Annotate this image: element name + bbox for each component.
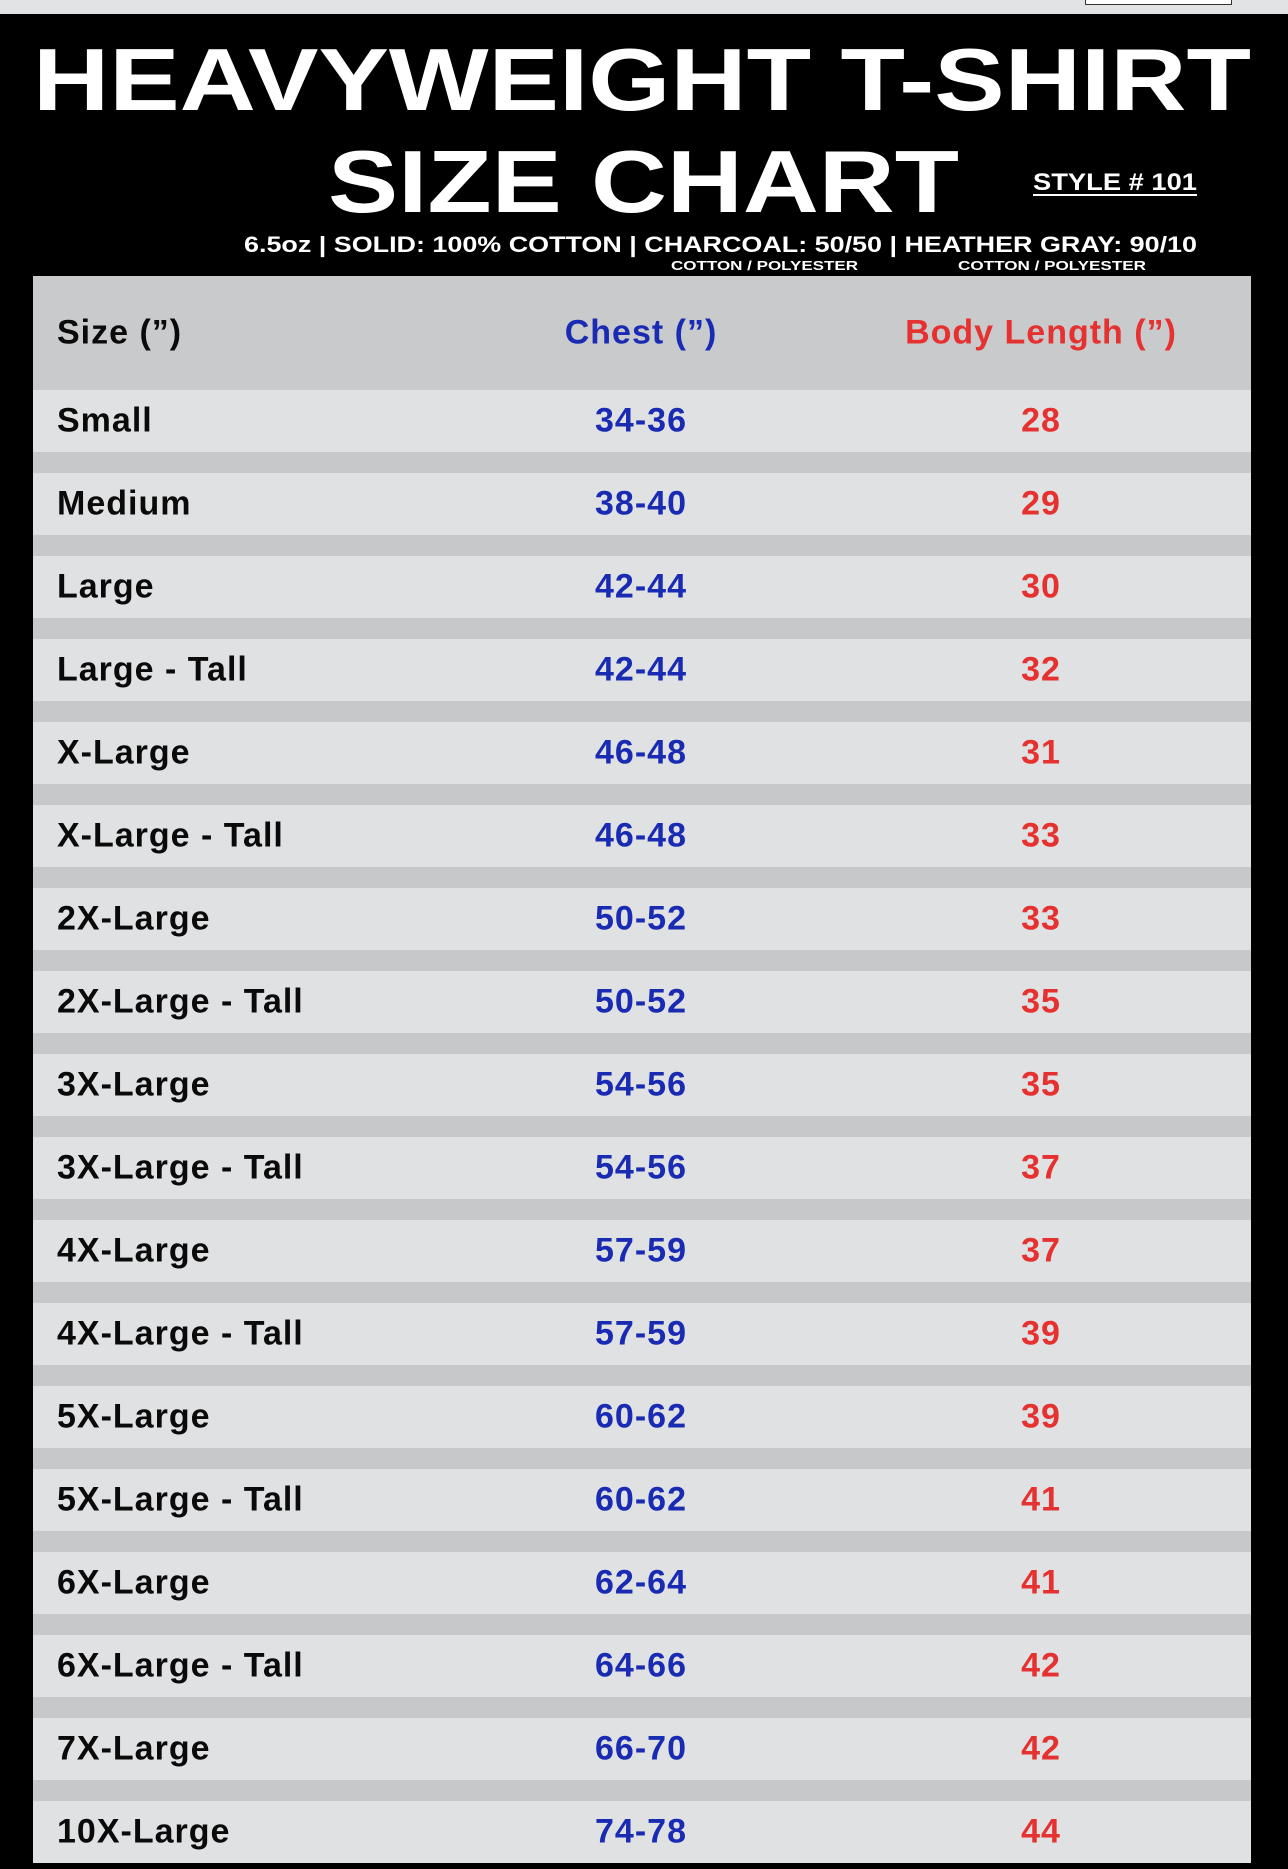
table-row: 7X-Large 66-70 42 — [33, 1718, 1251, 1780]
size-cell: 2X-Large - Tall — [57, 982, 304, 1021]
chest-cell: 60-62 — [595, 1397, 687, 1436]
body-length-cell: 33 — [1021, 816, 1061, 855]
body-length-cell: 33 — [1021, 899, 1061, 938]
size-cell: 6X-Large - Tall — [57, 1646, 304, 1685]
body-length-cell: 37 — [1021, 1148, 1061, 1187]
size-cell: 6X-Large — [57, 1563, 211, 1602]
table-row: 5X-Large 60-62 39 — [33, 1386, 1251, 1448]
table-row: 10X-Large 74-78 44 — [33, 1801, 1251, 1863]
chest-cell: 54-56 — [595, 1148, 687, 1187]
size-cell: 7X-Large — [57, 1729, 211, 1768]
fabric-specs: 6.5oz | SOLID: 100% COTTON | CHARCOAL: 5… — [244, 232, 1197, 257]
size-cell: 4X-Large - Tall — [57, 1314, 304, 1353]
column-header-chest: Chest (”) — [564, 313, 718, 352]
charcoal-note: COTTON / POLYESTER — [671, 258, 859, 273]
body-length-cell: 30 — [1021, 567, 1061, 606]
table-row: Large 42-44 30 — [33, 556, 1251, 618]
chest-cell: 57-59 — [595, 1231, 687, 1270]
table-row: 4X-Large - Tall 57-59 39 — [33, 1303, 1251, 1365]
column-header-size: Size (”) — [57, 313, 183, 352]
chest-cell: 60-62 — [595, 1480, 687, 1519]
table-row: Large - Tall 42-44 32 — [33, 639, 1251, 701]
size-cell: 4X-Large — [57, 1231, 211, 1270]
size-cell: 10X-Large — [57, 1812, 231, 1851]
chest-cell: 46-48 — [595, 816, 687, 855]
heather-note: COTTON / POLYESTER — [958, 258, 1147, 273]
table-header: Size (”) Chest (”) Body Length (”) — [33, 276, 1251, 390]
chest-cell: 57-59 — [595, 1314, 687, 1353]
chest-cell: 54-56 — [595, 1065, 687, 1104]
body-length-cell: 31 — [1021, 733, 1061, 772]
body-length-cell: 35 — [1021, 1065, 1061, 1104]
table-body: Small 34-36 28 Medium 38-40 29 Large 42-44 30 Lar… — [33, 390, 1251, 1863]
body-length-cell: 42 — [1021, 1729, 1061, 1768]
size-cell: Large - Tall — [57, 650, 248, 689]
body-length-cell: 42 — [1021, 1646, 1061, 1685]
table-row: 6X-Large - Tall 64-66 42 — [33, 1635, 1251, 1697]
body-length-cell: 37 — [1021, 1231, 1061, 1270]
size-cell: Small — [57, 401, 153, 440]
body-length-cell: 29 — [1021, 484, 1061, 523]
size-cell: X-Large - Tall — [57, 816, 284, 855]
chest-cell: 50-52 — [595, 982, 687, 1021]
chest-cell: 50-52 — [595, 899, 687, 938]
size-cell: 2X-Large — [57, 899, 211, 938]
chest-cell: 62-64 — [595, 1563, 687, 1602]
table-row: 6X-Large 62-64 41 — [33, 1552, 1251, 1614]
size-cell: Medium — [57, 484, 192, 523]
size-cell: 3X-Large — [57, 1065, 211, 1104]
table-row: X-Large - Tall 46-48 33 — [33, 805, 1251, 867]
table-row: 4X-Large 57-59 37 — [33, 1220, 1251, 1282]
chest-cell: 42-44 — [595, 650, 687, 689]
title-line2: SIZE CHART — [328, 132, 959, 231]
chest-cell: 42-44 — [595, 567, 687, 606]
title-line1: HEAVYWEIGHT T-SHIRT — [33, 30, 1251, 129]
chest-cell: 64-66 — [595, 1646, 687, 1685]
chest-cell: 66-70 — [595, 1729, 687, 1768]
table-row: 2X-Large - Tall 50-52 35 — [33, 971, 1251, 1033]
table-row: 5X-Large - Tall 60-62 41 — [33, 1469, 1251, 1531]
top-strip — [0, 0, 1288, 14]
chart-header: HEAVYWEIGHT T-SHIRT SIZE CHART STYLE # 1… — [33, 30, 1251, 273]
size-cell: 5X-Large — [57, 1397, 211, 1436]
size-cell: Large — [57, 567, 155, 606]
column-header-body-length: Body Length (”) — [905, 313, 1177, 352]
size-cell: 5X-Large - Tall — [57, 1480, 304, 1519]
chest-cell: 74-78 — [595, 1812, 687, 1851]
style-number: STYLE # 101 — [1033, 169, 1197, 196]
size-cell: X-Large — [57, 733, 191, 772]
body-length-cell: 41 — [1021, 1563, 1061, 1602]
table-row: X-Large 46-48 31 — [33, 722, 1251, 784]
top-box — [1085, 0, 1232, 5]
body-length-cell: 41 — [1021, 1480, 1061, 1519]
size-cell: 3X-Large - Tall — [57, 1148, 304, 1187]
body-length-cell: 39 — [1021, 1314, 1061, 1353]
table-row: 2X-Large 50-52 33 — [33, 888, 1251, 950]
body-length-cell: 44 — [1021, 1812, 1061, 1851]
body-length-cell: 39 — [1021, 1397, 1061, 1436]
table-row: Small 34-36 28 — [33, 390, 1251, 452]
size-table: Size (”) Chest (”) Body Length (”) Small… — [33, 276, 1251, 1863]
table-row: 3X-Large 54-56 35 — [33, 1054, 1251, 1116]
body-length-cell: 32 — [1021, 650, 1061, 689]
chest-cell: 34-36 — [595, 401, 687, 440]
body-length-cell: 28 — [1021, 401, 1061, 440]
body-length-cell: 35 — [1021, 982, 1061, 1021]
table-row: Medium 38-40 29 — [33, 473, 1251, 535]
chest-cell: 46-48 — [595, 733, 687, 772]
table-row: 3X-Large - Tall 54-56 37 — [33, 1137, 1251, 1199]
chest-cell: 38-40 — [595, 484, 687, 523]
